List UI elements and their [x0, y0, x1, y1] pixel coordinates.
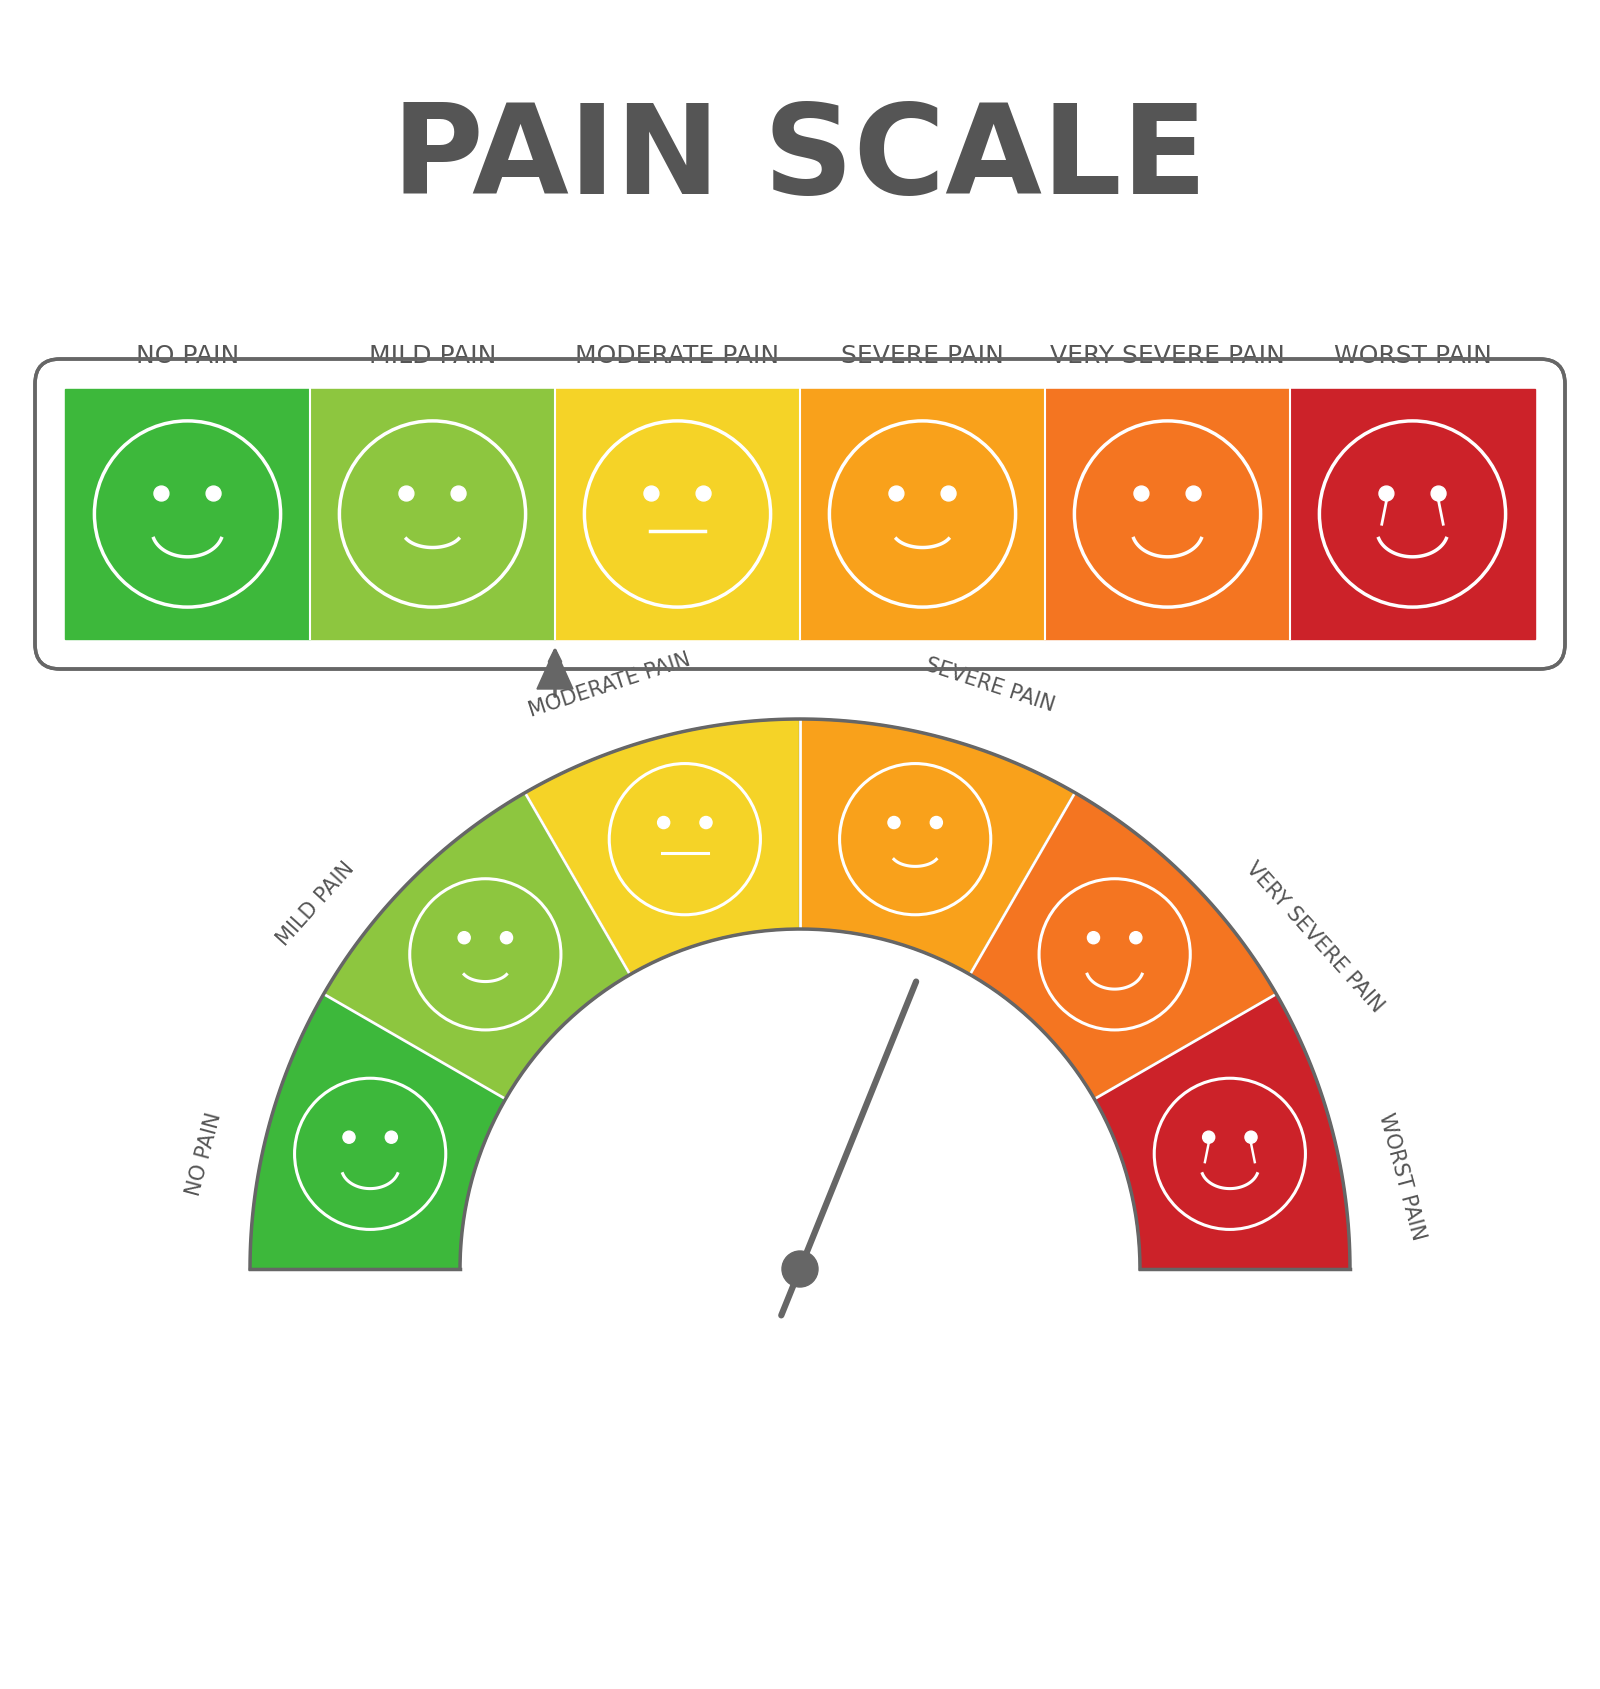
Circle shape	[398, 486, 414, 502]
Text: VERY SEVERE PAIN: VERY SEVERE PAIN	[1050, 345, 1285, 368]
Text: NO PAIN: NO PAIN	[136, 345, 238, 368]
Circle shape	[890, 486, 904, 502]
FancyBboxPatch shape	[43, 368, 1557, 662]
Wedge shape	[250, 995, 506, 1268]
Text: MODERATE PAIN: MODERATE PAIN	[576, 345, 779, 368]
Wedge shape	[970, 794, 1277, 1100]
Bar	[66, 390, 310, 640]
Bar	[555, 390, 800, 640]
Circle shape	[696, 486, 710, 502]
Circle shape	[342, 1132, 355, 1143]
Wedge shape	[1094, 995, 1350, 1268]
Bar	[800, 390, 1045, 640]
Circle shape	[451, 486, 466, 502]
Circle shape	[888, 817, 901, 829]
Polygon shape	[538, 650, 573, 689]
Circle shape	[501, 932, 512, 944]
Wedge shape	[323, 794, 630, 1100]
Circle shape	[1203, 1132, 1214, 1143]
Circle shape	[658, 817, 670, 829]
Text: SEVERE PAIN: SEVERE PAIN	[923, 654, 1058, 714]
Wedge shape	[800, 720, 1075, 975]
Circle shape	[1245, 1132, 1258, 1143]
Circle shape	[1130, 932, 1142, 944]
Circle shape	[643, 486, 659, 502]
Circle shape	[206, 486, 221, 502]
Text: SEVERE PAIN: SEVERE PAIN	[842, 345, 1003, 368]
Bar	[1045, 390, 1290, 640]
Circle shape	[1379, 486, 1394, 502]
Text: MILD PAIN: MILD PAIN	[272, 858, 358, 949]
Text: NO PAIN: NO PAIN	[184, 1110, 226, 1198]
Text: MODERATE PAIN: MODERATE PAIN	[526, 649, 693, 720]
Circle shape	[386, 1132, 397, 1143]
Circle shape	[782, 1252, 818, 1287]
Circle shape	[1134, 486, 1149, 502]
Text: PAIN SCALE: PAIN SCALE	[392, 100, 1208, 220]
Circle shape	[699, 817, 712, 829]
Text: WORST PAIN: WORST PAIN	[1333, 345, 1491, 368]
Circle shape	[1186, 486, 1202, 502]
Wedge shape	[525, 720, 800, 975]
Circle shape	[930, 817, 942, 829]
Circle shape	[458, 932, 470, 944]
Bar	[310, 390, 555, 640]
Bar	[1290, 390, 1534, 640]
Circle shape	[1088, 932, 1099, 944]
Text: VERY SEVERE PAIN: VERY SEVERE PAIN	[1242, 858, 1387, 1015]
Circle shape	[1430, 486, 1446, 502]
Circle shape	[941, 486, 957, 502]
Circle shape	[154, 486, 170, 502]
Text: WORST PAIN: WORST PAIN	[1374, 1110, 1427, 1241]
Text: MILD PAIN: MILD PAIN	[370, 345, 496, 368]
